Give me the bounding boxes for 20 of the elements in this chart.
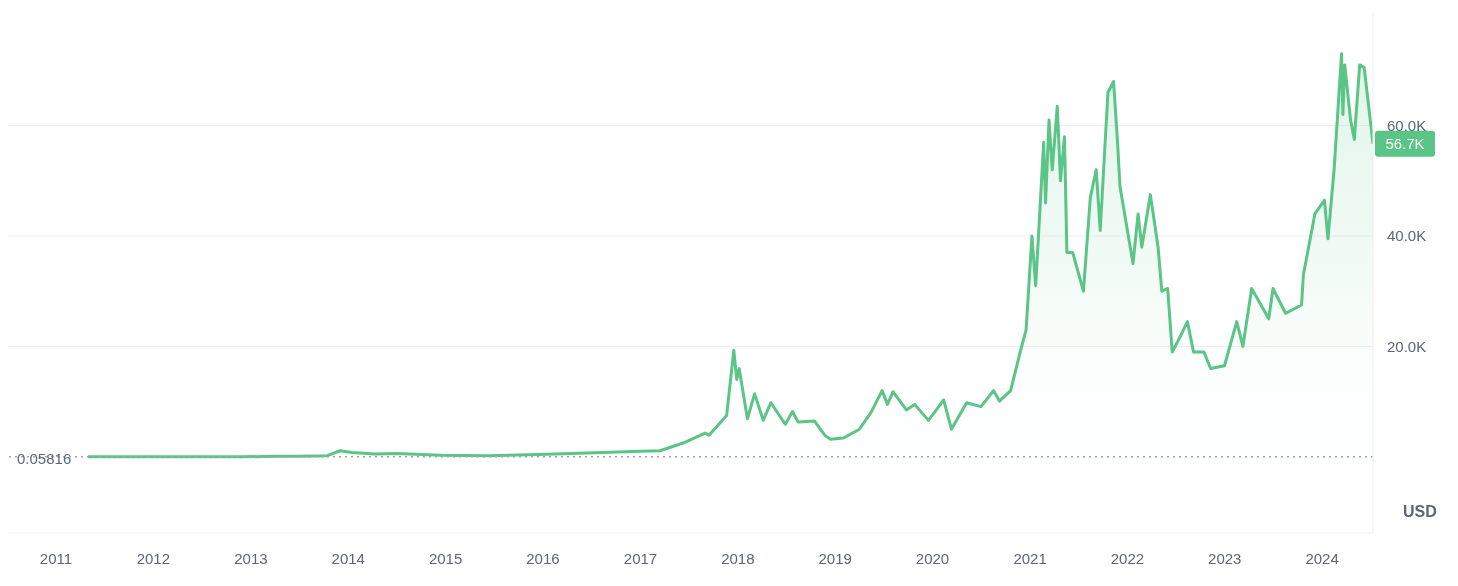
- x-tick-label: 2021: [1013, 549, 1047, 567]
- x-tick-label: 2018: [721, 549, 755, 567]
- y-tick-label: 20.0K: [1387, 337, 1427, 355]
- x-tick-label: 2023: [1208, 549, 1242, 567]
- ref-line-label: 0.05816: [17, 450, 72, 468]
- x-tick-label: 2011: [39, 549, 73, 567]
- y-tick-label: 60.0K: [1387, 116, 1427, 134]
- x-tick-label: 2013: [234, 549, 268, 567]
- x-tick-label: 2016: [526, 549, 560, 567]
- x-tick-label: 2012: [136, 549, 171, 567]
- x-tick-label: 2024: [1305, 549, 1339, 567]
- y-axis-title: USD: [1403, 503, 1437, 521]
- x-tick-label: 2022: [1110, 549, 1145, 567]
- y-tick-label: 40.0K: [1387, 227, 1427, 245]
- x-tick-label: 2015: [428, 549, 463, 567]
- x-tick-label: 2020: [915, 549, 950, 567]
- x-tick-label: 2014: [331, 549, 365, 567]
- x-tick-label: 2017: [623, 549, 658, 567]
- x-tick-label: 2019: [818, 549, 852, 567]
- annotation: 56.7K: [1385, 134, 1425, 152]
